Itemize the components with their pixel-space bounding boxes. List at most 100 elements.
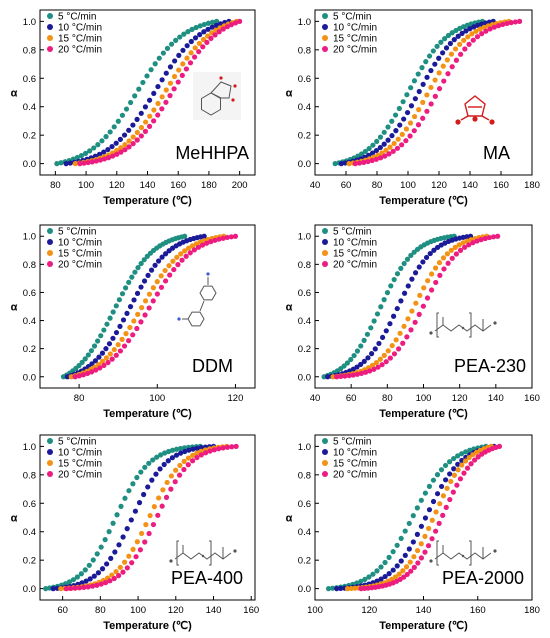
data-point	[424, 92, 430, 98]
legend-label: 15 °C/min	[58, 34, 102, 45]
data-point	[159, 503, 165, 509]
data-point	[84, 370, 91, 377]
data-point	[401, 116, 407, 122]
data-point	[164, 45, 171, 51]
data-point	[110, 335, 116, 341]
y-tick-label: 0.6	[298, 499, 311, 510]
data-point	[98, 544, 104, 550]
data-point	[190, 446, 196, 452]
data-point	[142, 464, 148, 470]
data-point	[195, 244, 202, 250]
data-point	[122, 142, 128, 148]
data-point	[122, 495, 128, 501]
data-point	[172, 479, 178, 485]
data-point	[443, 45, 450, 51]
data-point	[346, 373, 352, 379]
data-point	[404, 256, 411, 262]
data-point	[171, 86, 177, 92]
x-tick-label: 120	[452, 393, 468, 404]
data-point	[390, 549, 396, 555]
data-point	[159, 106, 165, 112]
data-point	[126, 488, 132, 494]
data-point	[208, 35, 214, 41]
data-point	[146, 305, 152, 311]
data-point	[434, 472, 441, 478]
data-point	[401, 290, 408, 296]
data-point	[372, 346, 378, 352]
data-point	[369, 150, 376, 156]
series-20-c-min	[63, 443, 239, 592]
data-point	[154, 279, 160, 285]
chart-panel-ddm: 80 100 120 0.0 0.2 0.4 0.6 0.8 1.0 Temperature (℃…	[11, 224, 256, 420]
y-tick-label: 0.0	[298, 584, 311, 595]
data-point	[411, 128, 417, 134]
molecule-structure	[193, 72, 241, 120]
x-tick-label: 100	[149, 393, 165, 404]
data-point	[398, 535, 404, 542]
data-point	[163, 87, 169, 93]
data-point	[82, 567, 88, 573]
data-point	[424, 74, 430, 80]
data-point	[106, 341, 113, 347]
x-tick-label: 80	[382, 393, 393, 404]
data-point	[483, 28, 489, 34]
data-point	[420, 303, 426, 309]
legend-marker	[47, 13, 53, 19]
data-point	[58, 160, 64, 166]
data-point	[385, 137, 391, 143]
data-point	[167, 64, 174, 70]
data-point	[408, 327, 414, 333]
data-point	[109, 143, 115, 150]
data-point	[173, 452, 180, 458]
data-point	[396, 346, 402, 352]
data-point	[445, 260, 451, 266]
data-point	[130, 141, 136, 147]
data-point	[429, 536, 435, 542]
legend-label: 20 °C/min	[333, 260, 377, 271]
data-point	[93, 158, 99, 164]
data-point	[384, 290, 391, 296]
data-point	[413, 300, 419, 306]
data-point	[399, 131, 405, 137]
data-point	[108, 555, 114, 561]
data-point	[426, 507, 433, 513]
data-point	[137, 547, 143, 553]
data-point	[444, 57, 450, 63]
x-tick-label: 120	[361, 605, 377, 616]
legend-marker	[47, 471, 53, 477]
data-point	[447, 471, 453, 477]
data-point	[128, 99, 134, 106]
data-point	[431, 247, 437, 253]
data-point	[205, 26, 211, 32]
data-point	[373, 147, 379, 154]
data-point	[207, 448, 213, 454]
panel-name: MeHHPA	[175, 143, 249, 163]
data-point	[141, 278, 148, 284]
data-point	[138, 124, 145, 131]
data-point	[371, 318, 377, 324]
data-point	[428, 101, 434, 107]
data-point	[134, 129, 140, 136]
data-point	[163, 70, 169, 76]
x-tick-label: 100	[307, 605, 323, 616]
data-point	[436, 520, 442, 526]
data-point	[423, 59, 429, 65]
data-point	[422, 549, 428, 555]
data-point	[402, 552, 408, 558]
legend-label: 10 °C/min	[333, 23, 377, 34]
data-point	[406, 520, 412, 527]
data-point	[172, 58, 178, 64]
data-point	[134, 290, 141, 296]
data-point	[474, 34, 481, 40]
data-point	[456, 242, 462, 248]
data-point	[490, 234, 497, 240]
data-point	[486, 234, 492, 241]
data-point	[102, 537, 108, 543]
data-point	[153, 471, 159, 477]
data-point	[170, 258, 176, 264]
y-tick-label: 1.0	[23, 442, 36, 453]
y-tick-label: 0.4	[298, 316, 311, 327]
data-point	[334, 374, 340, 380]
